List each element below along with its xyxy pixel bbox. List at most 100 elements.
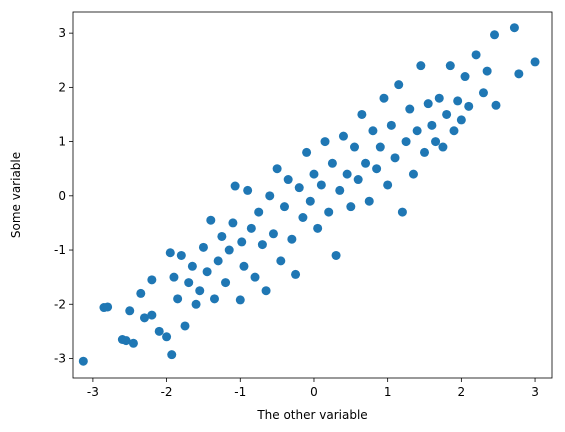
point <box>491 100 501 110</box>
point <box>302 147 312 157</box>
point <box>128 338 138 348</box>
point <box>298 213 308 223</box>
x-tick-label: 3 <box>531 385 539 399</box>
y-tick-label: 1 <box>58 135 66 149</box>
point <box>420 147 430 157</box>
point <box>176 250 186 260</box>
point <box>327 158 337 168</box>
point <box>353 175 363 185</box>
point <box>154 326 164 336</box>
point <box>357 109 367 119</box>
point <box>456 115 466 125</box>
point <box>235 295 245 305</box>
point <box>478 88 488 98</box>
point <box>237 237 247 247</box>
y-tick-label: 2 <box>58 80 66 94</box>
point <box>408 169 418 179</box>
point <box>431 137 441 147</box>
point <box>265 191 275 201</box>
point <box>379 93 389 103</box>
x-tick-label: 2 <box>458 385 466 399</box>
point <box>460 72 470 82</box>
point <box>324 207 334 217</box>
point <box>412 126 422 136</box>
point <box>401 137 411 147</box>
x-tick-label: 0 <box>310 385 318 399</box>
axes-frame <box>72 11 553 379</box>
point <box>372 164 382 174</box>
point <box>394 80 404 90</box>
point <box>136 288 146 298</box>
point <box>338 131 348 141</box>
point <box>239 261 249 271</box>
point <box>191 299 201 309</box>
y-tick-label: 3 <box>58 26 66 40</box>
point <box>202 267 212 277</box>
y-tick-label: 0 <box>58 189 66 203</box>
point <box>309 169 319 179</box>
y-tick-label: -1 <box>54 243 66 257</box>
point <box>213 256 223 266</box>
y-tick-label: -3 <box>54 351 66 365</box>
point <box>427 120 437 130</box>
point <box>316 180 326 190</box>
point <box>453 96 463 106</box>
point <box>180 321 190 331</box>
point <box>509 23 519 33</box>
point <box>254 207 264 217</box>
point <box>442 109 452 119</box>
point <box>224 245 234 255</box>
point <box>228 218 238 228</box>
point <box>346 202 356 212</box>
point <box>103 302 113 312</box>
point <box>397 207 407 217</box>
point <box>291 269 301 279</box>
y-tick-label: -2 <box>54 297 66 311</box>
point <box>165 248 175 258</box>
point <box>405 104 415 114</box>
point <box>287 234 297 244</box>
point <box>257 240 267 250</box>
point <box>449 126 459 136</box>
point <box>268 229 278 239</box>
point <box>490 30 500 40</box>
point <box>147 275 157 285</box>
point <box>250 272 260 282</box>
point <box>342 169 352 179</box>
point <box>217 231 227 241</box>
point <box>482 66 492 76</box>
point <box>294 183 304 193</box>
x-tick-label: -1 <box>234 385 246 399</box>
point <box>206 215 216 225</box>
point <box>261 286 271 296</box>
point <box>386 120 396 130</box>
point <box>364 196 374 206</box>
point <box>514 69 524 79</box>
x-tick-label: -3 <box>87 385 99 399</box>
point <box>335 185 345 195</box>
point <box>78 356 88 366</box>
x-tick-label: 1 <box>384 385 392 399</box>
point <box>530 57 540 67</box>
point <box>198 242 208 252</box>
point <box>383 180 393 190</box>
x-axis-label: The other variable <box>256 408 367 422</box>
point <box>375 142 385 152</box>
point <box>305 196 315 206</box>
point <box>272 164 282 174</box>
point <box>243 185 253 195</box>
point <box>361 158 371 168</box>
point <box>184 278 194 288</box>
point <box>209 294 219 304</box>
point <box>416 61 426 71</box>
y-axis-label: Some variable <box>9 152 23 238</box>
point <box>445 61 455 71</box>
point <box>125 306 135 316</box>
point <box>121 336 131 346</box>
point <box>195 286 205 296</box>
point <box>221 278 231 288</box>
point <box>423 99 433 109</box>
point <box>147 310 157 320</box>
